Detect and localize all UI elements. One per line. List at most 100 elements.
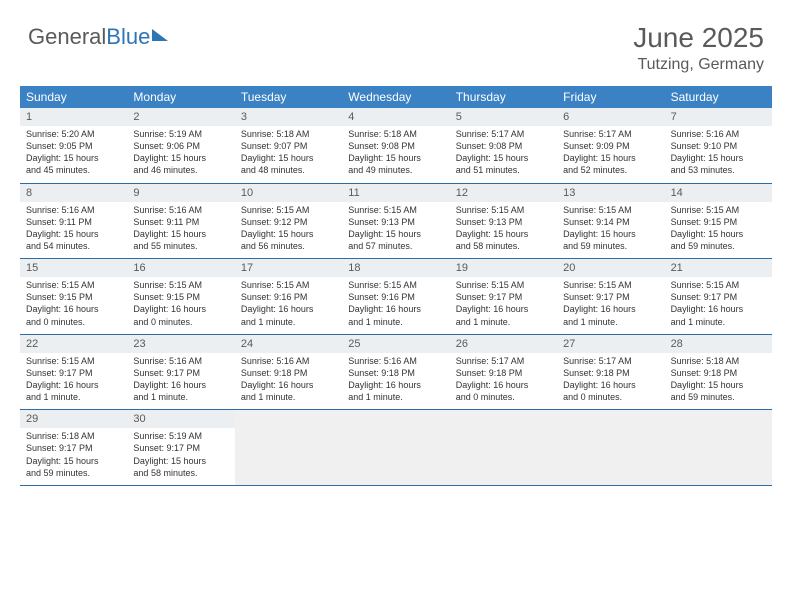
- sunrise-text: Sunrise: 5:15 AM: [348, 279, 443, 291]
- calendar-cell: Sunrise: 5:15 AMSunset: 9:15 PMDaylight:…: [127, 277, 234, 334]
- calendar-cell: Sunrise: 5:15 AMSunset: 9:16 PMDaylight:…: [235, 277, 342, 334]
- calendar-cell: Sunrise: 5:15 AMSunset: 9:17 PMDaylight:…: [557, 277, 664, 334]
- sunrise-text: Sunrise: 5:18 AM: [26, 430, 121, 442]
- sunset-text: Sunset: 9:18 PM: [456, 367, 551, 379]
- day-number: 2: [127, 108, 234, 126]
- daylight2-text: and 54 minutes.: [26, 240, 121, 252]
- day-number: 26: [450, 335, 557, 353]
- daylight2-text: and 1 minute.: [348, 316, 443, 328]
- daylight1-text: Daylight: 16 hours: [563, 303, 658, 315]
- calendar-cell: Sunrise: 5:20 AMSunset: 9:05 PMDaylight:…: [20, 126, 127, 183]
- daylight1-text: Daylight: 15 hours: [133, 228, 228, 240]
- daylight2-text: and 45 minutes.: [26, 164, 121, 176]
- calendar-cell: Sunrise: 5:18 AMSunset: 9:08 PMDaylight:…: [342, 126, 449, 183]
- daylight1-text: Daylight: 15 hours: [563, 228, 658, 240]
- sunrise-text: Sunrise: 5:16 AM: [26, 204, 121, 216]
- calendar-cell-empty: [342, 428, 449, 485]
- calendar-cell: Sunrise: 5:19 AMSunset: 9:06 PMDaylight:…: [127, 126, 234, 183]
- sunrise-text: Sunrise: 5:15 AM: [348, 204, 443, 216]
- calendar-cell-empty: [450, 428, 557, 485]
- calendar-cell: Sunrise: 5:15 AMSunset: 9:14 PMDaylight:…: [557, 202, 664, 259]
- sunrise-text: Sunrise: 5:15 AM: [241, 279, 336, 291]
- calendar-cell: Sunrise: 5:16 AMSunset: 9:10 PMDaylight:…: [665, 126, 772, 183]
- day-number: 25: [342, 335, 449, 353]
- header-right: June 2025 Tutzing, Germany: [633, 22, 764, 74]
- sunrise-text: Sunrise: 5:15 AM: [671, 279, 766, 291]
- sunrise-text: Sunrise: 5:16 AM: [348, 355, 443, 367]
- daylight2-text: and 0 minutes.: [133, 316, 228, 328]
- sunrise-text: Sunrise: 5:15 AM: [456, 204, 551, 216]
- daylight1-text: Daylight: 16 hours: [563, 379, 658, 391]
- daylight2-text: and 58 minutes.: [456, 240, 551, 252]
- day-number-row: 2930: [20, 410, 772, 428]
- day-number: 29: [20, 410, 127, 428]
- weekday-header: Monday: [127, 86, 234, 108]
- daylight2-text: and 1 minute.: [26, 391, 121, 403]
- calendar: SundayMondayTuesdayWednesdayThursdayFrid…: [20, 86, 772, 486]
- daylight1-text: Daylight: 16 hours: [348, 379, 443, 391]
- day-number: 19: [450, 259, 557, 277]
- sunset-text: Sunset: 9:08 PM: [348, 140, 443, 152]
- logo-mark-icon: [152, 29, 168, 41]
- sunset-text: Sunset: 9:18 PM: [671, 367, 766, 379]
- day-number: 6: [557, 108, 664, 126]
- day-number: 23: [127, 335, 234, 353]
- sunrise-text: Sunrise: 5:15 AM: [671, 204, 766, 216]
- sunrise-text: Sunrise: 5:15 AM: [133, 279, 228, 291]
- sunrise-text: Sunrise: 5:15 AM: [456, 279, 551, 291]
- sunset-text: Sunset: 9:17 PM: [456, 291, 551, 303]
- weekday-header: Tuesday: [235, 86, 342, 108]
- day-number: 20: [557, 259, 664, 277]
- sunrise-text: Sunrise: 5:15 AM: [26, 279, 121, 291]
- daylight1-text: Daylight: 15 hours: [563, 152, 658, 164]
- sunset-text: Sunset: 9:15 PM: [671, 216, 766, 228]
- day-number: 12: [450, 184, 557, 202]
- sunset-text: Sunset: 9:10 PM: [671, 140, 766, 152]
- daylight2-text: and 1 minute.: [241, 391, 336, 403]
- day-number-row: 15161718192021: [20, 259, 772, 277]
- calendar-cell: Sunrise: 5:18 AMSunset: 9:07 PMDaylight:…: [235, 126, 342, 183]
- sunrise-text: Sunrise: 5:18 AM: [671, 355, 766, 367]
- calendar-cell: Sunrise: 5:15 AMSunset: 9:12 PMDaylight:…: [235, 202, 342, 259]
- sunset-text: Sunset: 9:17 PM: [563, 291, 658, 303]
- calendar-week: Sunrise: 5:18 AMSunset: 9:17 PMDaylight:…: [20, 428, 772, 486]
- day-number: 24: [235, 335, 342, 353]
- calendar-cell: Sunrise: 5:18 AMSunset: 9:18 PMDaylight:…: [665, 353, 772, 410]
- calendar-cell: Sunrise: 5:16 AMSunset: 9:11 PMDaylight:…: [127, 202, 234, 259]
- day-number: 27: [557, 335, 664, 353]
- day-number: [665, 410, 772, 428]
- daylight2-text: and 0 minutes.: [456, 391, 551, 403]
- day-number: 18: [342, 259, 449, 277]
- daylight1-text: Daylight: 16 hours: [133, 379, 228, 391]
- daylight1-text: Daylight: 15 hours: [671, 228, 766, 240]
- daylight2-text: and 1 minute.: [241, 316, 336, 328]
- daylight2-text: and 59 minutes.: [563, 240, 658, 252]
- sunset-text: Sunset: 9:18 PM: [348, 367, 443, 379]
- logo: GeneralBlue: [28, 24, 168, 50]
- daylight1-text: Daylight: 15 hours: [133, 455, 228, 467]
- calendar-week: Sunrise: 5:20 AMSunset: 9:05 PMDaylight:…: [20, 126, 772, 184]
- daylight1-text: Daylight: 15 hours: [671, 152, 766, 164]
- weekday-header: Friday: [557, 86, 664, 108]
- day-number-row: 1234567: [20, 108, 772, 126]
- daylight2-text: and 48 minutes.: [241, 164, 336, 176]
- daylight2-text: and 0 minutes.: [563, 391, 658, 403]
- calendar-cell: Sunrise: 5:16 AMSunset: 9:11 PMDaylight:…: [20, 202, 127, 259]
- daylight1-text: Daylight: 15 hours: [133, 152, 228, 164]
- daylight2-text: and 59 minutes.: [671, 240, 766, 252]
- sunset-text: Sunset: 9:07 PM: [241, 140, 336, 152]
- daylight2-text: and 56 minutes.: [241, 240, 336, 252]
- sunset-text: Sunset: 9:16 PM: [348, 291, 443, 303]
- day-number-row: 22232425262728: [20, 335, 772, 353]
- daylight2-text: and 1 minute.: [348, 391, 443, 403]
- calendar-cell: Sunrise: 5:15 AMSunset: 9:17 PMDaylight:…: [665, 277, 772, 334]
- calendar-cell: Sunrise: 5:17 AMSunset: 9:09 PMDaylight:…: [557, 126, 664, 183]
- calendar-cell: Sunrise: 5:15 AMSunset: 9:13 PMDaylight:…: [342, 202, 449, 259]
- sunrise-text: Sunrise: 5:17 AM: [563, 355, 658, 367]
- day-number: 13: [557, 184, 664, 202]
- calendar-cell: Sunrise: 5:15 AMSunset: 9:17 PMDaylight:…: [450, 277, 557, 334]
- daylight1-text: Daylight: 15 hours: [671, 379, 766, 391]
- daylight2-text: and 52 minutes.: [563, 164, 658, 176]
- daylight2-text: and 46 minutes.: [133, 164, 228, 176]
- calendar-cell-empty: [557, 428, 664, 485]
